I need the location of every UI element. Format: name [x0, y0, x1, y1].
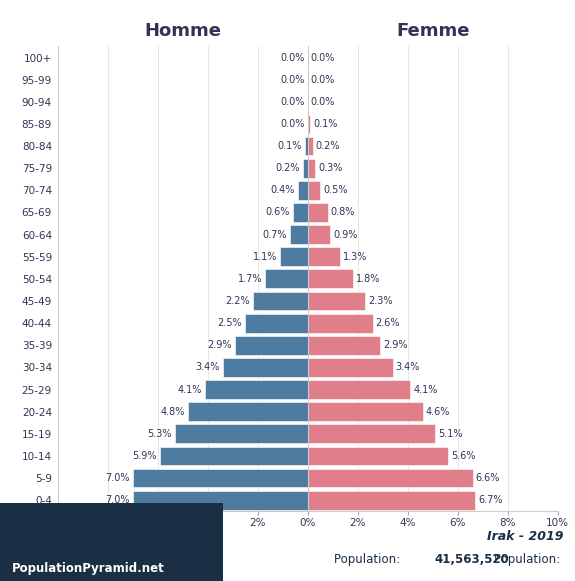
Bar [308, 402, 423, 421]
Bar [223, 358, 308, 377]
Bar [305, 137, 308, 156]
Text: 1.1%: 1.1% [253, 252, 277, 262]
Bar [308, 248, 340, 266]
Bar [308, 114, 310, 134]
Text: 0.1%: 0.1% [278, 141, 302, 151]
Bar [308, 292, 365, 310]
Text: 0.2%: 0.2% [316, 141, 340, 151]
Text: 6.6%: 6.6% [476, 473, 500, 483]
Text: 0.0%: 0.0% [310, 52, 335, 63]
Bar [308, 447, 448, 465]
Text: 0.2%: 0.2% [275, 163, 300, 173]
Text: Population:: Population: [334, 554, 404, 566]
Text: Population: 41,563,520: Population: 41,563,520 [408, 554, 564, 566]
Text: 5.1%: 5.1% [438, 429, 463, 439]
Text: 0.9%: 0.9% [333, 229, 358, 239]
Text: 0.6%: 0.6% [265, 207, 290, 217]
Text: 0.0%: 0.0% [280, 97, 305, 107]
Bar [308, 336, 380, 354]
Bar [308, 270, 352, 288]
Bar [290, 225, 308, 244]
Bar [132, 469, 308, 487]
Text: 0.0%: 0.0% [310, 75, 335, 85]
Text: 41,563,520: 41,563,520 [434, 554, 509, 566]
Bar [160, 447, 308, 465]
Text: 0.5%: 0.5% [323, 185, 348, 195]
Text: 5.9%: 5.9% [133, 451, 157, 461]
Bar [308, 181, 320, 200]
Text: Population:: Population: [493, 554, 564, 566]
Bar [280, 248, 308, 266]
Text: 0.3%: 0.3% [318, 163, 343, 173]
Bar [245, 314, 308, 332]
Bar [308, 203, 328, 222]
Text: 2.5%: 2.5% [217, 318, 242, 328]
Bar [308, 424, 435, 443]
Bar [205, 380, 308, 399]
Bar [252, 292, 308, 310]
Bar [308, 225, 330, 244]
Text: 2.9%: 2.9% [383, 340, 408, 350]
Bar [175, 424, 308, 443]
Text: 0.1%: 0.1% [313, 119, 338, 129]
Text: 3.4%: 3.4% [396, 363, 420, 372]
Text: 7.0%: 7.0% [105, 473, 129, 483]
Text: 2.2%: 2.2% [225, 296, 250, 306]
Bar [302, 159, 308, 178]
Text: 3.4%: 3.4% [195, 363, 220, 372]
Bar [308, 137, 313, 156]
Text: 4.1%: 4.1% [413, 385, 438, 394]
Bar [265, 270, 308, 288]
Bar [298, 181, 308, 200]
Text: 1.7%: 1.7% [237, 274, 262, 284]
Text: 0.0%: 0.0% [310, 97, 335, 107]
Text: 7.0%: 7.0% [105, 495, 129, 505]
Bar [187, 402, 308, 421]
Text: 4.6%: 4.6% [426, 407, 450, 417]
Text: 0.0%: 0.0% [280, 75, 305, 85]
Text: 5.3%: 5.3% [148, 429, 172, 439]
Bar [308, 358, 393, 377]
Bar [293, 203, 308, 222]
Text: 2.9%: 2.9% [208, 340, 232, 350]
Text: 0.7%: 0.7% [263, 229, 287, 239]
Bar [308, 159, 315, 178]
Bar [132, 491, 308, 510]
Text: 1.3%: 1.3% [343, 252, 367, 262]
Bar [308, 380, 410, 399]
Bar [308, 491, 475, 510]
Text: Homme: Homme [144, 22, 221, 40]
Bar [308, 469, 473, 487]
Text: 4.8%: 4.8% [160, 407, 185, 417]
Text: 0.0%: 0.0% [280, 52, 305, 63]
Text: 2.3%: 2.3% [368, 296, 393, 306]
Text: 0.8%: 0.8% [331, 207, 355, 217]
Text: 0.0%: 0.0% [280, 119, 305, 129]
Text: Femme: Femme [396, 22, 469, 40]
Text: 5.6%: 5.6% [451, 451, 475, 461]
Text: 2.6%: 2.6% [375, 318, 400, 328]
Bar [235, 336, 308, 354]
Text: PopulationPyramid.net: PopulationPyramid.net [12, 562, 164, 575]
Text: Irak - 2019: Irak - 2019 [487, 530, 564, 543]
Text: 0.4%: 0.4% [270, 185, 294, 195]
Text: 6.7%: 6.7% [478, 495, 503, 505]
Text: 1.8%: 1.8% [356, 274, 380, 284]
Bar [308, 314, 373, 332]
Text: 4.1%: 4.1% [178, 385, 202, 394]
